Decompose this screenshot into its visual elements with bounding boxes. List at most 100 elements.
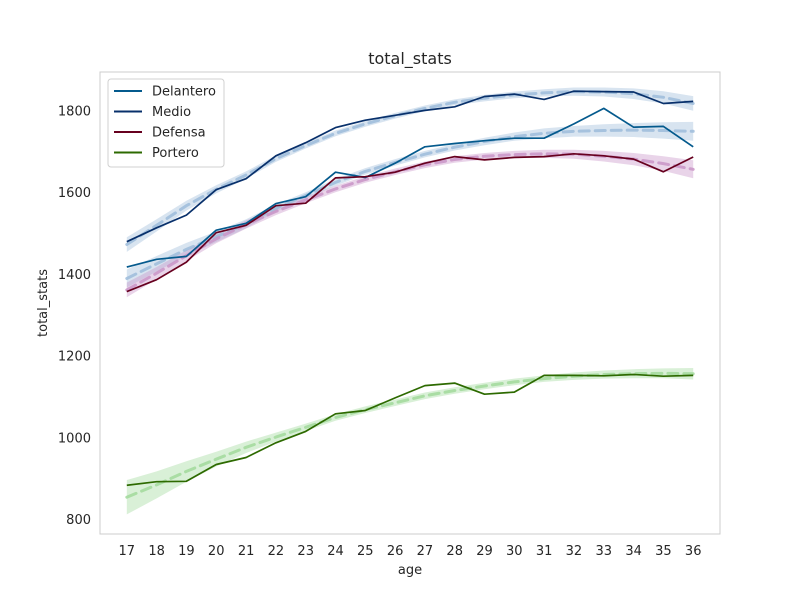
- data-point-defensa: [542, 155, 546, 159]
- data-point-portero: [691, 373, 695, 377]
- data-point-defensa: [125, 290, 129, 294]
- data-point-portero: [572, 373, 576, 377]
- data-point-delantero: [125, 265, 129, 269]
- x-tick-label: 25: [357, 544, 374, 559]
- fit-band-defensa: [126, 149, 694, 298]
- data-point-medio: [572, 89, 576, 93]
- data-point-medio: [363, 118, 367, 122]
- data-point-delantero: [453, 142, 457, 146]
- y-axis-label: total_stats: [36, 269, 51, 337]
- data-point-delantero: [423, 145, 427, 149]
- legend-label-medio: Medio: [152, 105, 191, 120]
- data-point-defensa: [602, 154, 606, 158]
- chart-title: total_stats: [368, 49, 452, 69]
- y-tick-label: 800: [66, 513, 91, 528]
- data-point-portero: [423, 384, 427, 388]
- data-point-portero: [542, 373, 546, 377]
- data-point-delantero: [334, 170, 338, 174]
- series-line-medio: [126, 90, 694, 243]
- fit-line-delantero: [125, 128, 695, 280]
- data-point-portero: [304, 429, 308, 433]
- data-point-delantero: [155, 257, 159, 261]
- data-point-delantero: [304, 195, 308, 199]
- series-lines-layer: [125, 89, 695, 487]
- data-point-medio: [184, 213, 188, 217]
- y-tick-label: 1800: [58, 104, 91, 119]
- x-axis-ticks: 17 18 19 20 21 22 23 24 25 26 27 28 29 30 31 32 33 34 35 36: [119, 544, 702, 559]
- series-line-portero: [126, 373, 694, 487]
- x-tick-label: 24: [327, 544, 344, 559]
- data-point-medio: [393, 113, 397, 117]
- data-point-medio: [244, 177, 248, 181]
- data-point-delantero: [572, 122, 576, 126]
- data-point-defensa: [155, 278, 159, 282]
- data-point-portero: [244, 456, 248, 460]
- legend-label-defensa: Defensa: [152, 126, 206, 141]
- data-point-portero: [453, 381, 457, 385]
- x-tick-label: 27: [417, 544, 434, 559]
- data-point-medio: [661, 102, 665, 106]
- data-point-medio: [512, 92, 516, 96]
- data-point-portero: [512, 390, 516, 394]
- data-point-portero: [632, 373, 636, 377]
- data-point-defensa: [512, 155, 516, 159]
- x-tick-label: 22: [268, 544, 285, 559]
- data-point-defensa: [632, 157, 636, 161]
- data-point-delantero: [542, 136, 546, 140]
- data-point-portero: [184, 479, 188, 483]
- x-tick-label: 23: [297, 544, 314, 559]
- x-tick-label: 31: [536, 544, 553, 559]
- series-line-defensa: [126, 152, 694, 293]
- data-point-defensa: [274, 204, 278, 208]
- data-point-medio: [632, 90, 636, 94]
- x-tick-label: 26: [387, 544, 404, 559]
- data-point-portero: [155, 480, 159, 484]
- x-tick-label: 17: [119, 544, 136, 559]
- legend-items: Delantero Medio Defensa Portero: [114, 85, 216, 161]
- data-point-defensa: [453, 155, 457, 159]
- fit-band-portero: [126, 368, 694, 515]
- data-point-portero: [661, 374, 665, 378]
- data-point-medio: [125, 240, 129, 244]
- data-point-defensa: [184, 260, 188, 264]
- x-tick-label: 29: [476, 544, 493, 559]
- x-tick-label: 20: [208, 544, 225, 559]
- x-tick-label: 34: [625, 544, 642, 559]
- data-point-delantero: [691, 145, 695, 149]
- data-point-defensa: [334, 176, 338, 180]
- x-tick-label: 32: [566, 544, 583, 559]
- x-tick-label: 28: [446, 544, 463, 559]
- legend-box: [107, 78, 225, 168]
- data-point-defensa: [423, 161, 427, 165]
- data-point-medio: [214, 188, 218, 192]
- data-point-medio: [155, 226, 159, 230]
- y-axis-ticks: 800 1000 1200 1400 1600 1800: [58, 104, 91, 528]
- data-point-portero: [274, 441, 278, 445]
- y-tick-label: 1400: [58, 268, 91, 283]
- data-point-medio: [453, 105, 457, 109]
- data-point-defensa: [244, 223, 248, 227]
- data-point-portero: [602, 374, 606, 378]
- fit-line-portero: [125, 371, 695, 499]
- data-point-defensa: [363, 175, 367, 179]
- data-point-medio: [423, 108, 427, 112]
- legend-label-portero: Portero: [152, 146, 199, 161]
- data-point-delantero: [661, 124, 665, 128]
- data-point-medio: [691, 99, 695, 103]
- y-tick-label: 1200: [58, 350, 91, 365]
- data-point-defensa: [661, 170, 665, 174]
- x-axis-label: age: [398, 563, 422, 578]
- data-point-delantero: [512, 136, 516, 140]
- x-tick-label: 36: [685, 544, 702, 559]
- data-point-delantero: [632, 125, 636, 129]
- data-point-defensa: [483, 158, 487, 162]
- x-tick-label: 18: [148, 544, 165, 559]
- data-point-defensa: [691, 155, 695, 159]
- data-point-defensa: [572, 152, 576, 156]
- data-point-portero: [214, 463, 218, 467]
- data-point-portero: [125, 483, 129, 487]
- data-point-delantero: [393, 161, 397, 165]
- data-point-medio: [602, 90, 606, 94]
- data-point-portero: [334, 412, 338, 416]
